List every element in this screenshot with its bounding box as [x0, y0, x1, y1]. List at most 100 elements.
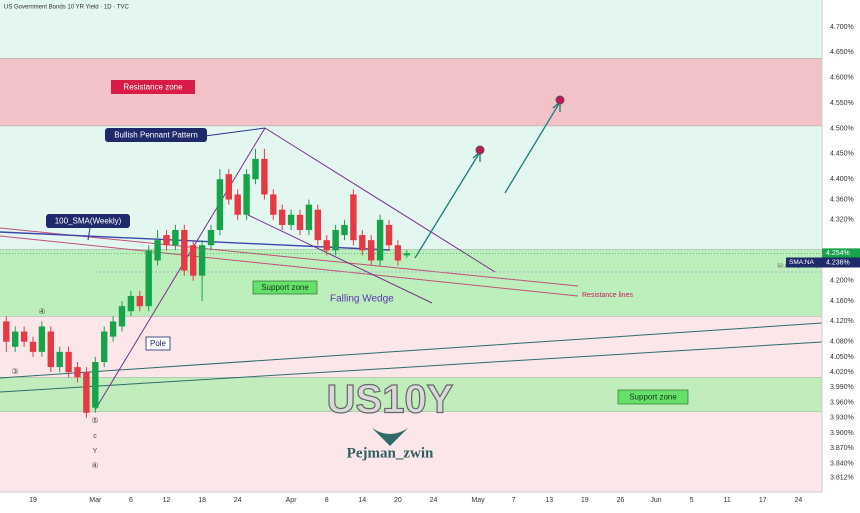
- x-tick-label: 20: [394, 497, 402, 504]
- y-tick-label: 4.400%: [830, 176, 854, 183]
- x-tick-label: 13: [545, 497, 553, 504]
- y-tick-label: 4.050%: [830, 354, 854, 361]
- candle-body: [261, 158, 268, 195]
- candle-body: [198, 245, 206, 276]
- x-tick-label: 19: [29, 497, 37, 504]
- y-tick-label: 4.550%: [830, 100, 854, 107]
- resistance-line: [0, 235, 579, 297]
- candle-body: [314, 209, 321, 241]
- label-box: [111, 80, 195, 94]
- label-box: [105, 128, 207, 142]
- candle-body: [118, 306, 126, 327]
- arrow: [414, 151, 481, 259]
- candle-body: [243, 174, 250, 215]
- candle-body: [190, 245, 197, 276]
- candle-body: [154, 240, 161, 261]
- candle-body: [323, 240, 330, 251]
- candle-body: [359, 235, 366, 251]
- candles: [3, 148, 410, 418]
- resistance-line: [0, 227, 579, 287]
- candle-body: [376, 219, 384, 261]
- candle-body: [136, 296, 143, 307]
- candle-body: [83, 372, 90, 413]
- candle-body: [350, 194, 357, 241]
- wave-label: ④: [91, 461, 98, 470]
- x-tick-label: 24: [795, 497, 803, 504]
- wave-label: ⑤: [91, 416, 98, 425]
- candle-body: [20, 331, 28, 342]
- candle-body: [207, 230, 215, 246]
- watermark-name: Pejman_zwin: [347, 445, 434, 461]
- y-tick-label: 4.160%: [830, 298, 854, 305]
- x-tick-label: 17: [759, 497, 767, 504]
- candle-body: [163, 235, 170, 246]
- y-tick-label: 3.900%: [830, 430, 854, 437]
- y-tick-label: 4.650%: [830, 49, 854, 56]
- candle-body: [394, 245, 402, 261]
- target: [555, 95, 565, 105]
- callout-line: [204, 127, 266, 137]
- label-box: [145, 336, 171, 351]
- x-tick-label: Apr: [286, 497, 298, 504]
- x-tick-label: 24: [430, 497, 438, 504]
- annotation: Falling Wedge: [330, 294, 394, 305]
- candle-body: [145, 250, 152, 307]
- x-axis-panel: [0, 492, 822, 508]
- x-tick-label: 18: [198, 497, 206, 504]
- price-tag: [822, 248, 860, 259]
- candle-body: [296, 214, 304, 231]
- candle-body: [252, 158, 259, 180]
- candle-body: [101, 331, 108, 363]
- drawings: [0, 95, 823, 411]
- candle-body: [181, 230, 188, 271]
- arrow: [504, 101, 561, 194]
- zones: [0, 58, 822, 492]
- target: [475, 145, 485, 155]
- y-tick-label: 4.120%: [830, 318, 854, 325]
- x-tick-label: 6: [129, 497, 133, 504]
- label-box: [252, 280, 318, 295]
- y-tick-label: 4.080%: [830, 339, 854, 346]
- y-tick-label: 4.360%: [830, 196, 854, 203]
- y-tick-label: 3.930%: [830, 415, 854, 422]
- candle-body: [305, 204, 313, 231]
- candle-body: [287, 214, 295, 225]
- x-tick-label: 24: [234, 497, 242, 504]
- candle-body: [234, 194, 241, 215]
- candle-body: [368, 240, 375, 261]
- wave-label: Y: [93, 448, 98, 455]
- x-tick-label: 12: [163, 497, 171, 504]
- pole-line: [94, 127, 266, 411]
- watermark-logo: US10Y: [327, 378, 454, 422]
- candle-body: [403, 253, 410, 256]
- pennant-line: [264, 127, 496, 273]
- support-line: [0, 322, 823, 379]
- support-line: [0, 341, 823, 393]
- y-tick-label: 3.840%: [830, 460, 854, 467]
- x-tick-label: 8: [325, 497, 329, 504]
- annotation: Pole: [150, 339, 167, 348]
- y-tick-label: 3.960%: [830, 399, 854, 406]
- wave-label: ④: [38, 307, 45, 316]
- candle-body: [385, 224, 393, 246]
- candle-body: [172, 230, 179, 246]
- y-tick-label: 4.200%: [830, 278, 854, 285]
- x-tick-label: Mar: [89, 497, 102, 504]
- chart-title: US Government Bonds 10 YR Yield · 1D · T…: [4, 5, 130, 11]
- x-tick-label: 19: [581, 497, 589, 504]
- x-tick-label: May: [471, 497, 485, 504]
- zone-label: Resistance zone: [123, 83, 183, 92]
- y-tick-label: 4.020%: [830, 369, 854, 376]
- x-tick-label: 26: [617, 497, 625, 504]
- x-tick-label: 11: [724, 497, 731, 504]
- sma-tag-name: SMA:NA: [789, 259, 815, 266]
- y-tick-label: 4.700%: [830, 24, 854, 31]
- candle-body: [109, 321, 117, 337]
- candle-body: [332, 230, 339, 251]
- annotation: Bullish Pennant Pattern: [114, 131, 198, 140]
- candle-body: [38, 326, 46, 352]
- candle-body: [29, 341, 37, 352]
- x-tick-label: Jun: [650, 497, 661, 504]
